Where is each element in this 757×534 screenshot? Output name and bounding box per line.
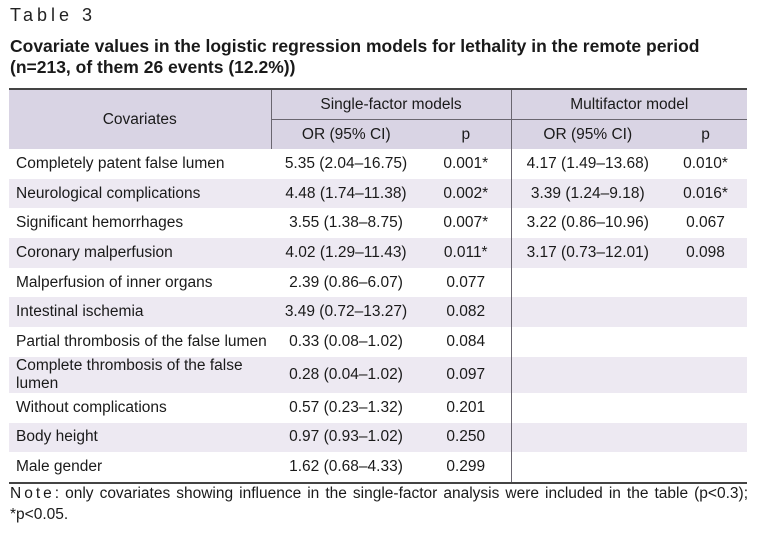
cell-covariate: Complete thrombosis of the false lumen <box>16 356 243 392</box>
cell-single-or: 0.97 (0.93–1.02) <box>289 428 403 446</box>
cell-multi-p <box>664 327 747 357</box>
cell-single-p: 0.097 <box>421 356 512 393</box>
cell-multi-or <box>511 268 664 298</box>
cell-multi-p <box>664 357 747 393</box>
table-row: Male gender 1.62 (0.68–4.33) 0.299 <box>9 452 748 483</box>
cell-covariate: Completely patent false lumen <box>16 154 225 172</box>
cell-multi-p <box>664 297 747 327</box>
table-row: Body height 0.97 (0.93–1.02) 0.250 <box>9 422 748 453</box>
table-row: Malperfusion of inner organs 2.39 (0.86–6… <box>9 267 748 298</box>
table-row: Complete thrombosis of the false lumen 0.… <box>9 356 748 393</box>
cell-single-or: 0.28 (0.04–1.02) <box>289 365 403 383</box>
cell-single-or: 4.48 (1.74–11.38) <box>285 184 407 202</box>
note-label: Note <box>10 485 55 502</box>
cell-multi-or: 4.17 (1.49–13.68) <box>526 154 649 172</box>
header-single-p: p <box>421 119 512 149</box>
table-title: Covariate values in the logistic regress… <box>10 36 700 77</box>
header-row-group: Covariates Single-factor models Multifac… <box>9 89 748 149</box>
cell-single-p: 0.001* <box>421 149 512 179</box>
cell-multi-p <box>664 393 747 423</box>
cell-multi-p: 0.067 <box>686 214 725 232</box>
cell-single-p: 0.002* <box>421 178 512 209</box>
cell-single-or: 5.35 (2.04–16.75) <box>284 154 408 172</box>
cell-single-or: 1.62 (0.68–4.33) <box>289 458 403 476</box>
table-row: Without complications 0.57 (0.23–1.32) 0.2… <box>9 392 748 423</box>
regression-table: Covariates Single-factor models Multifac… <box>9 88 748 484</box>
header-single-factor: Single-factor models <box>271 89 512 120</box>
cell-single-p: 0.084 <box>421 327 512 357</box>
cell-single-p: 0.082 <box>421 297 512 328</box>
cell-multi-or <box>511 357 664 393</box>
cell-multi-or <box>511 423 664 453</box>
cell-multi-or <box>511 297 664 327</box>
note-text: : only covariates showing influence in t… <box>10 485 748 523</box>
cell-multi-or: 3.22 (0.86–10.96) <box>526 214 649 232</box>
cell-multi-or <box>511 327 664 357</box>
cell-single-p: 0.201 <box>421 392 512 423</box>
cell-multi-p <box>664 268 747 298</box>
table-row: Completely patent false lumen 5.35 (2.04–… <box>9 149 748 179</box>
cell-multi-p: 0.010* <box>683 154 728 172</box>
cell-covariate: Partial thrombosis of the false lumen <box>16 332 267 350</box>
cell-covariate: Without complications <box>16 398 167 416</box>
cell-single-or: 0.57 (0.23–1.32) <box>289 398 403 416</box>
cell-multi-or <box>511 393 664 423</box>
header-single-or: OR (95% CI) <box>301 125 391 143</box>
cell-single-p: 0.011* <box>421 238 512 268</box>
cell-single-or: 4.02 (1.29–11.43) <box>285 243 407 261</box>
cell-covariate: Malperfusion of inner organs <box>16 273 213 291</box>
cell-single-p: 0.250 <box>421 422 512 453</box>
cell-single-or: 0.33 (0.08–1.02) <box>289 332 403 350</box>
cell-multi-p <box>664 423 747 453</box>
cell-multi-or: 3.39 (1.24–9.18) <box>530 184 645 202</box>
cell-multi-or <box>511 452 664 483</box>
cell-single-p: 0.299 <box>421 452 512 483</box>
cell-single-or: 3.55 (1.38–8.75) <box>289 214 403 232</box>
cell-multi-p: 0.016* <box>683 184 728 202</box>
cell-covariate: Significant hemorrhages <box>16 214 184 232</box>
cell-covariate: Body height <box>16 428 98 446</box>
header-covariates: Covariates <box>9 89 272 149</box>
cell-covariate: Coronary malperfusion <box>16 243 173 261</box>
cell-covariate: Male gender <box>16 458 103 476</box>
cell-single-p: 0.007* <box>421 208 512 239</box>
cell-single-or: 3.49 (0.72–13.27) <box>284 303 408 321</box>
table-body: Completely patent false lumen 5.35 (2.04–… <box>9 149 748 483</box>
header-multi-p: p <box>701 125 710 143</box>
table-row: Coronary malperfusion 4.02 (1.29–11.43) 0.… <box>9 238 748 268</box>
header-multifactor: Multifactor model <box>511 89 748 120</box>
cell-single-or: 2.39 (0.86–6.07) <box>289 273 403 291</box>
table-row: Partial thrombosis of the false lumen 0.3… <box>9 327 748 357</box>
table-row: Significant hemorrhages 3.55 (1.38–8.75) 0… <box>9 208 748 239</box>
cell-covariate: Neurological complications <box>16 184 201 202</box>
table-label: Table 3 <box>10 5 97 25</box>
table-note: Note: only covariates showing influence … <box>10 483 748 525</box>
cell-multi-or: 3.17 (0.73–12.01) <box>526 243 649 261</box>
cell-covariate: Intestinal ischemia <box>16 303 144 321</box>
cell-single-p: 0.077 <box>421 267 512 298</box>
table-row: Neurological complications 4.48 (1.74–11.… <box>9 178 748 209</box>
header-multi-or: OR (95% CI) <box>543 125 633 143</box>
table-row: Intestinal ischemia 3.49 (0.72–13.27) 0.08… <box>9 297 748 328</box>
cell-multi-p <box>664 452 747 483</box>
cell-multi-p: 0.098 <box>686 243 725 261</box>
